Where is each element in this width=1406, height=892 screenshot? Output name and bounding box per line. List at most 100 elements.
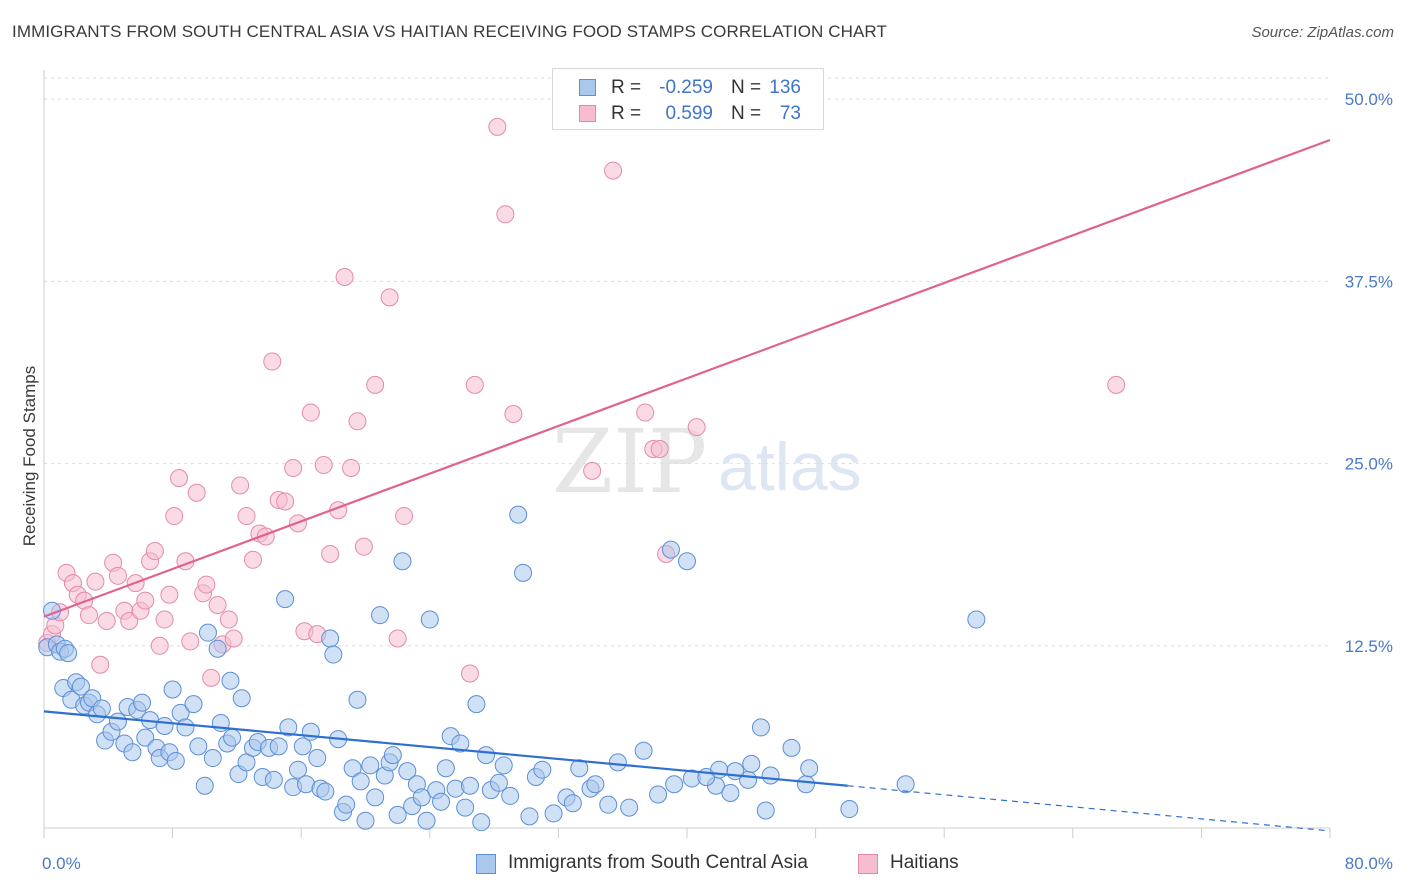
south-central-asia-point xyxy=(710,760,729,779)
blue-swatch xyxy=(579,79,596,96)
haitians-point xyxy=(348,412,367,431)
south-central-asia-point xyxy=(751,718,770,737)
haitians-point xyxy=(321,544,340,563)
south-central-asia-point xyxy=(417,811,436,830)
south-central-asia-point xyxy=(383,746,402,765)
watermark-zip: ZIP xyxy=(552,410,707,513)
south-central-asia-point xyxy=(472,813,491,832)
south-central-asia-point xyxy=(198,623,217,642)
south-central-asia-point xyxy=(343,759,362,778)
haitians-point xyxy=(91,655,110,674)
y-tick-label: 37.5% xyxy=(1345,272,1393,291)
south-central-asia-point xyxy=(203,749,222,768)
south-central-asia-point xyxy=(288,760,307,779)
south-central-asia-point xyxy=(665,775,684,794)
south-central-asia-point xyxy=(599,795,618,814)
haitians-point xyxy=(388,629,407,648)
south-central-asia-point xyxy=(123,743,142,762)
haitians-point xyxy=(488,117,507,136)
south-central-asia-point xyxy=(366,788,385,807)
south-central-asia-point xyxy=(451,734,470,753)
south-central-asia-point xyxy=(388,805,407,824)
south-central-asia-point xyxy=(155,716,174,735)
south-central-asia-point xyxy=(494,756,513,775)
r-label: R = xyxy=(611,103,642,124)
haitians-point xyxy=(237,507,256,526)
haitians-point xyxy=(687,418,706,437)
south-central-asia-point xyxy=(92,699,111,718)
watermark-atlas: atlas xyxy=(718,429,862,505)
south-central-asia-point xyxy=(761,766,780,785)
haitians-point xyxy=(263,352,282,371)
stats-row-blue: R = -0.259 N = 136 xyxy=(553,75,823,101)
south-central-asia-point xyxy=(324,645,343,664)
haitians-point xyxy=(314,456,333,475)
legend-label: Haitians xyxy=(890,852,959,873)
stats-row-pink: R = 0.599 N = 73 xyxy=(553,101,823,127)
south-central-asia-point xyxy=(840,800,859,819)
south-central-asia-point xyxy=(176,718,195,737)
source-credit: Source: ZipAtlas.com xyxy=(1251,24,1394,41)
south-central-asia-point xyxy=(337,795,356,814)
haitians-point xyxy=(380,288,399,307)
south-central-asia-point xyxy=(742,754,761,773)
r-value: -0.259 xyxy=(659,77,713,98)
south-central-asia-point xyxy=(420,610,439,629)
haitians-point xyxy=(120,612,139,631)
tick-labels: 12.5% 25.0% 37.5% 50.0% 0.0% 80.0% xyxy=(42,90,1393,873)
south-central-asia-point xyxy=(726,762,745,781)
haitians-point xyxy=(136,591,155,610)
south-central-asia-point xyxy=(223,728,242,747)
south-central-asia-trend-extension xyxy=(847,785,1331,832)
trend-lines xyxy=(43,138,1331,832)
haitians-point xyxy=(145,542,164,561)
south-central-asia-point xyxy=(489,773,508,792)
haitians-point xyxy=(170,469,189,488)
south-central-asia-point xyxy=(398,762,417,781)
south-central-asia-point xyxy=(136,728,155,747)
south-central-asia-point xyxy=(301,722,320,741)
south-central-asia-trend-line xyxy=(43,710,848,787)
south-central-asia-point xyxy=(351,772,370,791)
south-central-asia-point xyxy=(477,746,496,765)
south-central-asia-point xyxy=(108,712,127,731)
x-tick-label: 80.0% xyxy=(1345,854,1393,873)
n-value: 73 xyxy=(779,103,801,124)
south-central-asia-point xyxy=(279,718,298,737)
haitians-point xyxy=(202,668,221,687)
south-central-asia-point xyxy=(608,753,627,772)
pink-swatch xyxy=(579,105,596,122)
haitians-point xyxy=(1107,375,1126,394)
south-central-asia-point xyxy=(586,775,605,794)
south-central-asia-point xyxy=(393,552,412,571)
legend: Immigrants from South Central Asia Haiti… xyxy=(0,852,1406,876)
south-central-asia-point xyxy=(544,804,563,823)
haitians-point xyxy=(460,664,479,683)
south-central-asia-point xyxy=(412,788,431,807)
x-tick-label: 0.0% xyxy=(42,854,81,873)
south-central-asia-point xyxy=(432,792,451,811)
haitians-point xyxy=(342,458,361,477)
haitians-point xyxy=(395,507,414,526)
south-central-asia-points xyxy=(38,505,986,832)
haitians-point xyxy=(354,537,373,556)
south-central-asia-point xyxy=(348,690,367,709)
haitians-point xyxy=(231,476,250,495)
haitians-point xyxy=(108,566,127,585)
south-central-asia-point xyxy=(446,779,465,798)
n-value: 136 xyxy=(769,77,801,98)
haitians-point xyxy=(187,483,206,502)
south-central-asia-point xyxy=(634,741,653,760)
south-central-asia-point xyxy=(570,759,589,778)
south-central-asia-point xyxy=(649,785,668,804)
y-tick-label: 12.5% xyxy=(1345,637,1393,656)
haitians-point xyxy=(335,267,354,286)
south-central-asia-point xyxy=(321,629,340,648)
haitians-point xyxy=(150,636,169,655)
y-tick-label: 50.0% xyxy=(1345,90,1393,109)
south-central-asia-point xyxy=(269,737,288,756)
haitians-trend-line xyxy=(43,138,1331,618)
r-label: R = xyxy=(611,77,642,98)
south-central-asia-point xyxy=(563,794,582,813)
haitians-point xyxy=(465,375,484,394)
